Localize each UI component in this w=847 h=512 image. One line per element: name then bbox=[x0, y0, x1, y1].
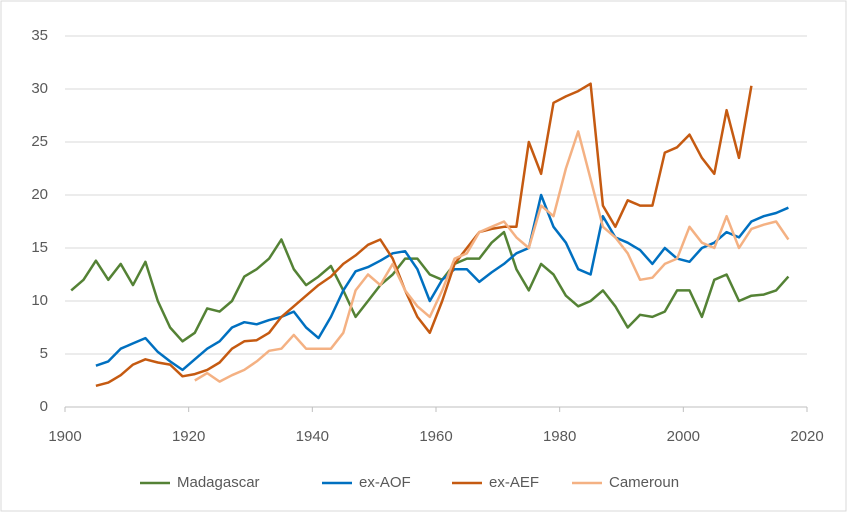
x-tick-label: 1940 bbox=[296, 428, 329, 445]
x-tick-label: 1960 bbox=[419, 428, 452, 445]
y-tick-label: 25 bbox=[31, 133, 48, 150]
y-tick-label: 20 bbox=[31, 186, 48, 203]
x-tick-label: 2000 bbox=[667, 428, 700, 445]
series-line bbox=[70, 230, 790, 343]
y-tick-label: 10 bbox=[31, 292, 48, 309]
series-line bbox=[95, 82, 753, 388]
legend-label: Madagascar bbox=[177, 474, 260, 491]
y-tick-label: 15 bbox=[31, 239, 48, 256]
legend-label: ex-AEF bbox=[489, 474, 539, 491]
y-tick-label: 35 bbox=[31, 27, 48, 44]
x-tick-label: 2020 bbox=[790, 428, 823, 445]
x-tick-label: 1900 bbox=[48, 428, 81, 445]
x-tick-label: 1920 bbox=[172, 428, 205, 445]
legend-label: ex-AOF bbox=[359, 474, 411, 491]
y-tick-label: 0 bbox=[40, 398, 48, 415]
series-line bbox=[194, 130, 790, 383]
legend-label: Cameroun bbox=[609, 474, 679, 491]
y-tick-label: 30 bbox=[31, 80, 48, 97]
y-tick-label: 5 bbox=[40, 345, 48, 362]
series-line bbox=[95, 193, 789, 372]
x-tick-label: 1980 bbox=[543, 428, 576, 445]
